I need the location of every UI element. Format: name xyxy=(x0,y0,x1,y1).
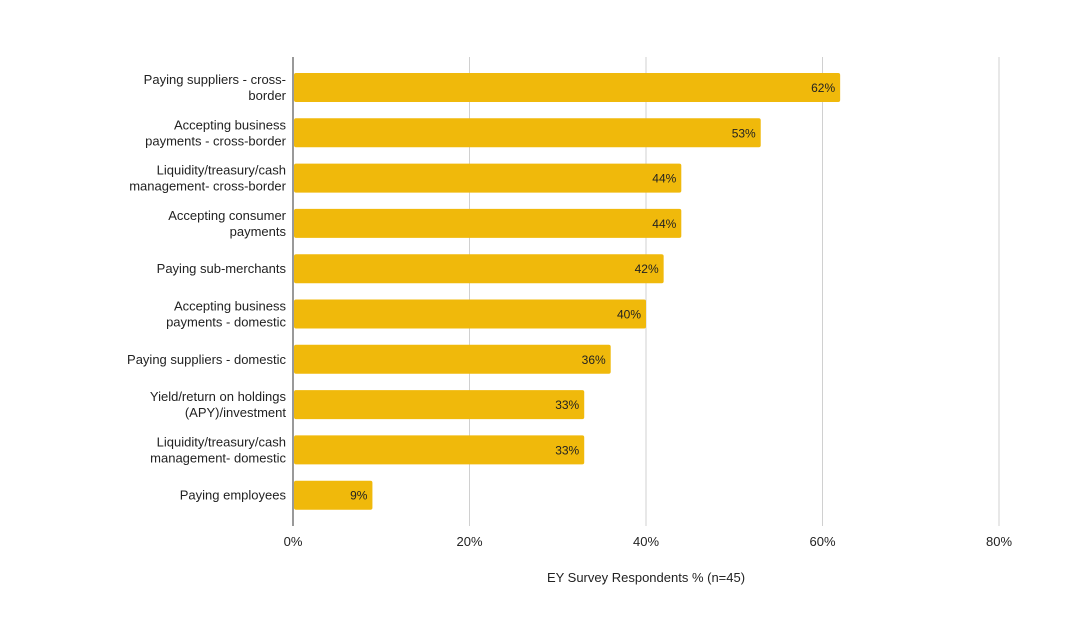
category-label: Accepting consumer payments xyxy=(168,208,286,239)
category-label-line: Paying sub-merchants xyxy=(157,261,287,276)
category-label-line: Paying employees xyxy=(180,488,287,503)
category-label: Liquidity/treasury/cash management- domes… xyxy=(150,434,286,465)
data-label: 42% xyxy=(635,262,659,276)
data-label: 40% xyxy=(617,308,641,322)
category-label-line: Accepting consumer xyxy=(168,208,286,223)
category-label: Accepting business payments - domestic xyxy=(166,299,286,330)
data-label: 33% xyxy=(555,398,579,412)
data-label: 62% xyxy=(811,81,835,95)
category-label-line: payments - domestic xyxy=(166,315,286,330)
category-label: Paying suppliers - cross-border xyxy=(144,72,287,103)
category-label-line: Accepting business xyxy=(174,117,287,132)
category-label-line: Liquidity/treasury/cash xyxy=(157,434,286,449)
category-label-line: management- domestic xyxy=(150,450,286,465)
bar xyxy=(294,344,611,374)
data-label: 53% xyxy=(732,126,756,140)
category-label-line: payments xyxy=(230,224,287,239)
data-label: 44% xyxy=(652,172,676,186)
data-label: 9% xyxy=(350,489,368,503)
category-label-line: payments - cross-border xyxy=(145,133,287,148)
x-tick-label: 80% xyxy=(986,534,1012,549)
category-label-line: management- cross-border xyxy=(129,179,286,194)
x-tick-label: 60% xyxy=(809,534,835,549)
category-labels: Paying suppliers - cross-border Accepting… xyxy=(127,72,287,503)
bar xyxy=(294,208,682,238)
bar xyxy=(294,118,761,148)
category-label-line: Accepting business xyxy=(174,299,287,314)
bar xyxy=(294,435,585,465)
x-tick-labels: 0% 20% 40% 60% 80% xyxy=(284,534,1013,549)
category-label: Yield/return on holdings (APY)/investment xyxy=(150,389,287,420)
x-tick-label: 20% xyxy=(456,534,482,549)
category-label: Paying sub-merchants xyxy=(157,261,287,276)
bar xyxy=(294,254,664,284)
bar xyxy=(294,480,373,510)
category-label-line: Yield/return on holdings xyxy=(150,389,287,404)
category-label-line: border xyxy=(248,88,286,103)
bar xyxy=(294,299,646,329)
category-label: Liquidity/treasury/cash management- cross… xyxy=(129,163,286,194)
bar xyxy=(294,73,841,102)
data-label: 36% xyxy=(582,353,606,367)
x-axis-title: EY Survey Respondents % (n=45) xyxy=(547,570,745,585)
category-label-line: (APY)/investment xyxy=(185,405,287,420)
data-label: 33% xyxy=(555,443,579,457)
category-label-line: Paying suppliers - cross- xyxy=(144,72,286,87)
x-tick-label: 40% xyxy=(633,534,659,549)
x-tick-label: 0% xyxy=(284,534,303,549)
category-label: Accepting business payments - cross-borde… xyxy=(145,117,287,148)
category-label-line: Liquidity/treasury/cash xyxy=(157,163,286,178)
category-label-line: Paying suppliers - domestic xyxy=(127,352,286,367)
data-label: 44% xyxy=(652,217,676,231)
category-label: Paying employees xyxy=(180,488,287,503)
bar xyxy=(294,163,682,193)
bars: 62% 53% 44% 44% 42% 40% 36% 33% 33% 9% xyxy=(294,73,841,510)
category-label: Paying suppliers - domestic xyxy=(127,352,286,367)
bar xyxy=(294,390,585,420)
